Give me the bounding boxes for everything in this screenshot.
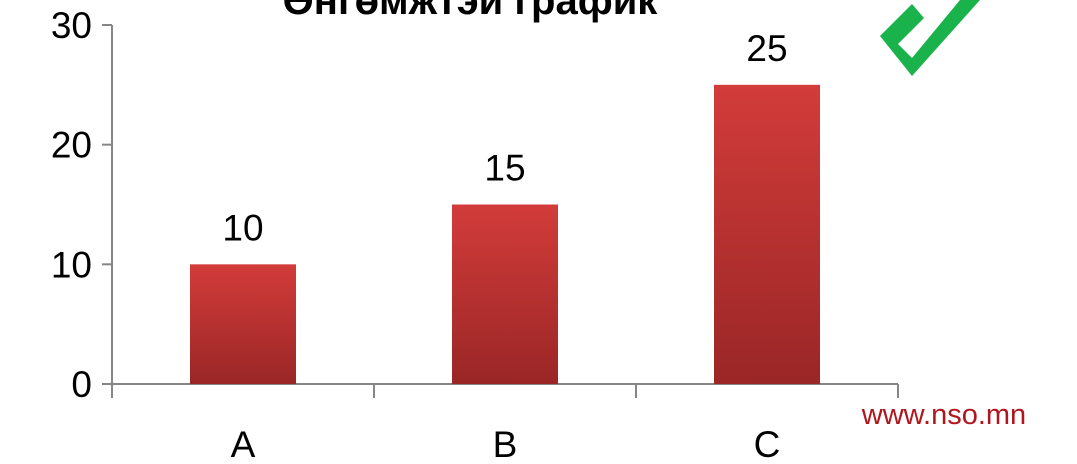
data-label-a: 10 <box>222 207 263 248</box>
y-tick-label: 0 <box>71 364 92 405</box>
bar-a <box>190 264 296 384</box>
checkmark-icon <box>880 0 980 76</box>
chart-title: Өнгөмжтэй график <box>283 0 659 23</box>
y-tick-label: 20 <box>51 125 92 166</box>
bar-c <box>714 84 820 384</box>
x-tick-label-a: A <box>231 424 256 464</box>
x-tick-label-c: C <box>754 424 781 464</box>
y-tick-label: 10 <box>51 244 92 285</box>
x-tick-label-b: B <box>493 424 518 464</box>
bar-b <box>452 204 558 384</box>
watermark-text: www.nso.mn <box>861 399 1026 431</box>
data-label-b: 15 <box>484 148 525 189</box>
y-tick-label: 30 <box>51 5 92 46</box>
data-label-c: 25 <box>746 28 787 69</box>
